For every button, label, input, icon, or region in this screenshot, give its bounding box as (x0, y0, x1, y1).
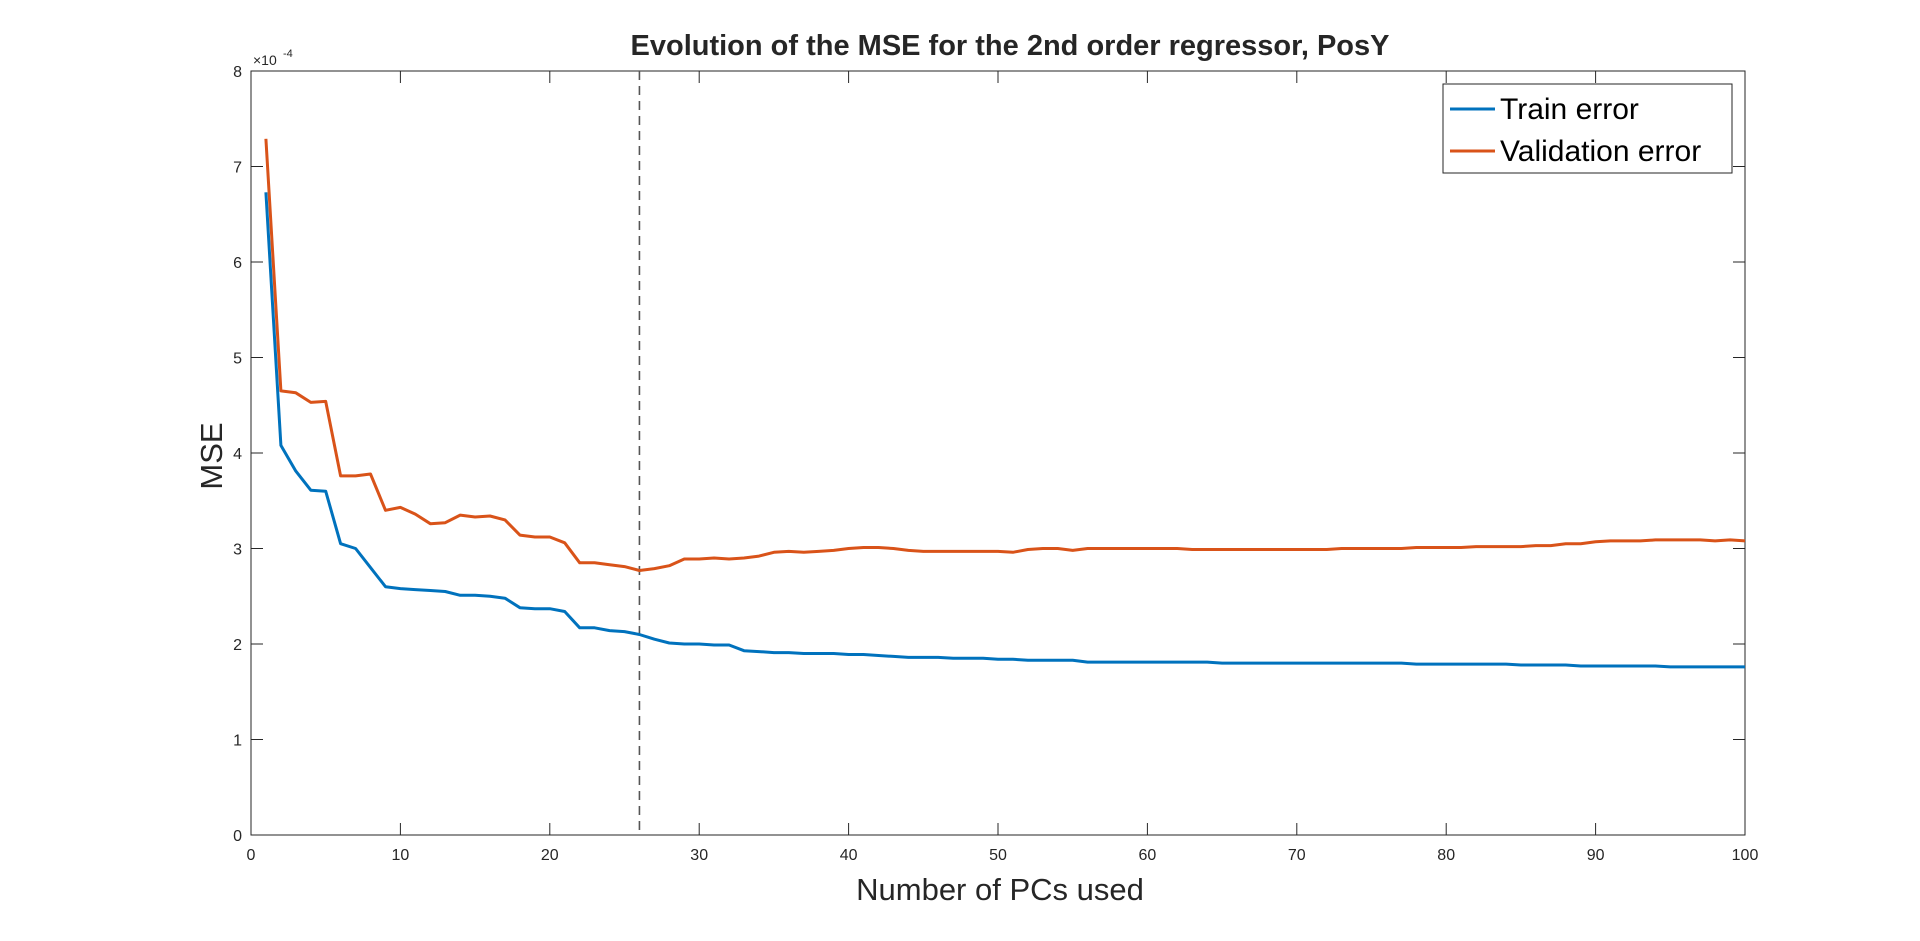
x-tick-label: 50 (989, 847, 1007, 864)
x-tick-label: 70 (1288, 847, 1306, 864)
x-tick-label: 20 (541, 847, 559, 864)
y-tick-label: 1 (233, 733, 242, 750)
axes-frame (250, 70, 1746, 836)
x-tick-label: 10 (392, 847, 410, 864)
plot-area (250, 70, 1746, 836)
y-exponent-power: -4 (283, 48, 293, 60)
y-exponent-base: ×10 (253, 52, 277, 68)
x-tick-label: 90 (1587, 847, 1605, 864)
y-tick-label: 2 (233, 637, 242, 654)
x-tick-label: 40 (840, 847, 858, 864)
x-tick-label: 60 (1139, 847, 1157, 864)
x-axis: 0 10 20 30 40 50 60 70 80 90 100 (247, 71, 1759, 864)
x-tick-label: 100 (1732, 847, 1759, 864)
legend: Train error Validation error (1442, 83, 1733, 174)
y-axis: 0 1 2 3 4 5 6 7 8 (233, 64, 1745, 845)
legend-label-validation: Validation error (1500, 135, 1701, 168)
y-tick-label: 8 (233, 64, 242, 81)
y-tick-label: 6 (233, 255, 242, 272)
chart-title: Evolution of the MSE for the 2nd order r… (631, 30, 1390, 62)
legend-label-train: Train error (1500, 93, 1639, 126)
series-layer (264, 138, 1746, 669)
y-axis-label: MSE (194, 422, 229, 489)
legend-box (1442, 83, 1733, 174)
y-tick-label: 3 (233, 542, 242, 559)
y-tick-label: 5 (233, 351, 242, 368)
x-tick-label: 30 (690, 847, 708, 864)
x-tick-label: 0 (247, 847, 256, 864)
y-tick-label: 7 (233, 160, 242, 177)
series-line-validation-error (264, 138, 1746, 572)
y-tick-label: 0 (233, 828, 242, 845)
series-line-train-error (264, 192, 1745, 669)
x-axis-label: Number of PCs used (856, 872, 1144, 907)
y-tick-label: 4 (233, 446, 242, 463)
x-tick-label: 80 (1437, 847, 1455, 864)
